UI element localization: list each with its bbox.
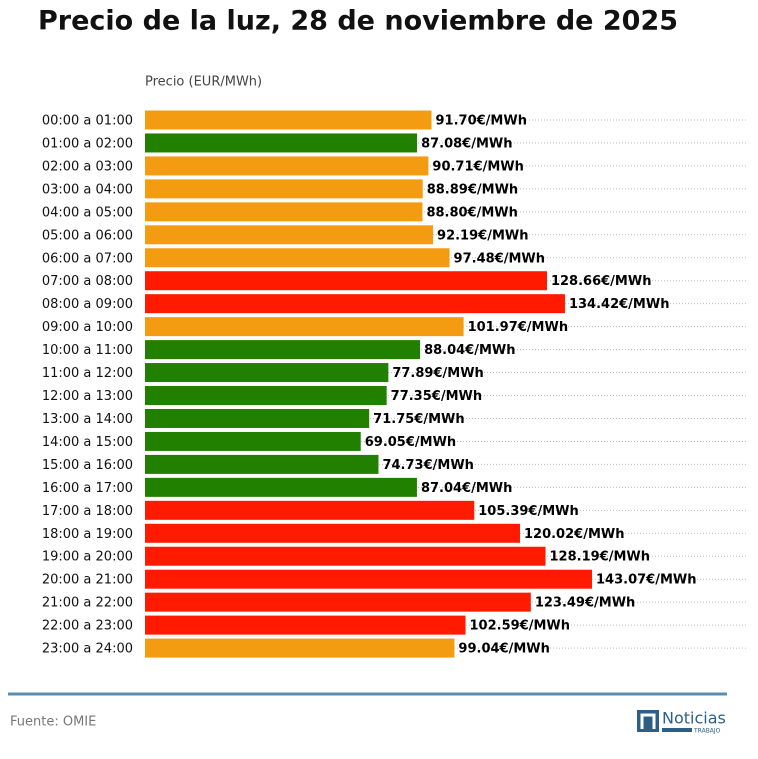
bar (145, 179, 423, 199)
y-tick-label: 07:00 a 08:00 (42, 274, 133, 289)
bar (145, 592, 531, 612)
value-label: 102.59€/MWh (470, 619, 571, 634)
y-tick-label: 19:00 a 20:00 (42, 550, 133, 565)
value-label: 92.19€/MWh (437, 228, 528, 243)
value-label: 101.97€/MWh (468, 320, 569, 335)
value-label: 128.66€/MWh (551, 274, 652, 289)
bar (145, 638, 455, 658)
axis-label: Precio (EUR/MWh) (145, 75, 262, 90)
bar (145, 294, 565, 314)
bar (145, 110, 432, 130)
y-tick-label: 12:00 a 13:00 (42, 389, 133, 404)
bar (145, 202, 423, 222)
source: Fuente: OMIE (10, 715, 96, 730)
value-label: 74.73€/MWh (382, 458, 473, 473)
y-tick-label: 03:00 a 04:00 (42, 182, 133, 197)
bar (145, 615, 466, 635)
bar (145, 271, 547, 291)
value-label: 123.49€/MWh (535, 596, 636, 611)
bar (145, 363, 389, 383)
y-tick-label: 05:00 a 06:00 (42, 228, 133, 243)
y-tick-label: 20:00 a 21:00 (42, 573, 133, 588)
value-label: 90.71€/MWh (432, 159, 523, 174)
y-tick-label: 13:00 a 14:00 (42, 412, 133, 427)
value-label: 88.04€/MWh (424, 343, 515, 358)
value-label: 88.89€/MWh (427, 182, 518, 197)
y-tick-label: 04:00 a 05:00 (42, 205, 133, 220)
bar (145, 408, 370, 428)
logo-text: Noticias (662, 709, 726, 728)
logo-mark (637, 710, 659, 732)
bar (145, 523, 520, 543)
value-label: 128.19€/MWh (550, 550, 651, 565)
bar (145, 225, 434, 245)
y-tick-label: 21:00 a 22:00 (42, 596, 133, 611)
y-tick-label: 00:00 a 01:00 (42, 114, 133, 129)
y-tick-label: 10:00 a 11:00 (42, 343, 133, 358)
value-label: 120.02€/MWh (524, 527, 625, 542)
bar (145, 133, 418, 153)
y-tick-label: 08:00 a 09:00 (42, 297, 133, 312)
y-tick-label: 18:00 a 19:00 (42, 527, 133, 542)
y-tick-label: 16:00 a 17:00 (42, 481, 133, 496)
value-label: 134.42€/MWh (569, 297, 670, 312)
bar (145, 340, 421, 360)
y-tick-label: 17:00 a 18:00 (42, 504, 133, 519)
bar (145, 248, 450, 268)
value-label: 71.75€/MWh (373, 412, 464, 427)
bar (145, 317, 464, 337)
bar (145, 477, 417, 497)
logo-sub: TRABAJO (693, 728, 721, 735)
y-tick-label: 11:00 a 12:00 (42, 366, 133, 381)
value-label: 87.08€/MWh (421, 136, 512, 151)
bar (145, 454, 379, 474)
bar (145, 431, 361, 451)
value-label: 77.89€/MWh (392, 366, 483, 381)
value-label: 105.39€/MWh (478, 504, 579, 519)
value-label: 77.35€/MWh (391, 389, 482, 404)
value-label: 69.05€/MWh (365, 435, 456, 450)
chart-title: Precio de la luz, 28 de noviembre de 202… (38, 6, 678, 37)
y-tick-label: 23:00 a 24:00 (42, 642, 133, 657)
y-tick-label: 15:00 a 16:00 (42, 458, 133, 473)
value-label: 99.04€/MWh (458, 642, 549, 657)
value-label: 91.70€/MWh (436, 114, 527, 129)
value-label: 97.48€/MWh (454, 251, 545, 266)
value-label: 87.04€/MWh (421, 481, 512, 496)
y-tick-label: 14:00 a 15:00 (42, 435, 133, 450)
plot: 00:00 a 01:00 91.70€/MWh 01:00 a 02:00 87.0… (42, 110, 748, 658)
logo-bar (662, 728, 692, 732)
y-tick-label: 02:00 a 03:00 (42, 159, 133, 174)
bar (145, 500, 475, 520)
value-label: 143.07€/MWh (596, 573, 697, 588)
value-label: 88.80€/MWh (426, 205, 517, 220)
logo-glyph (640, 713, 656, 729)
y-tick-label: 01:00 a 02:00 (42, 136, 133, 151)
y-tick-label: 22:00 a 23:00 (42, 619, 133, 634)
bar (145, 546, 546, 566)
bar (145, 386, 387, 406)
y-tick-label: 06:00 a 07:00 (42, 251, 133, 266)
bar (145, 569, 593, 589)
bar (145, 156, 429, 176)
y-tick-label: 09:00 a 10:00 (42, 320, 133, 335)
